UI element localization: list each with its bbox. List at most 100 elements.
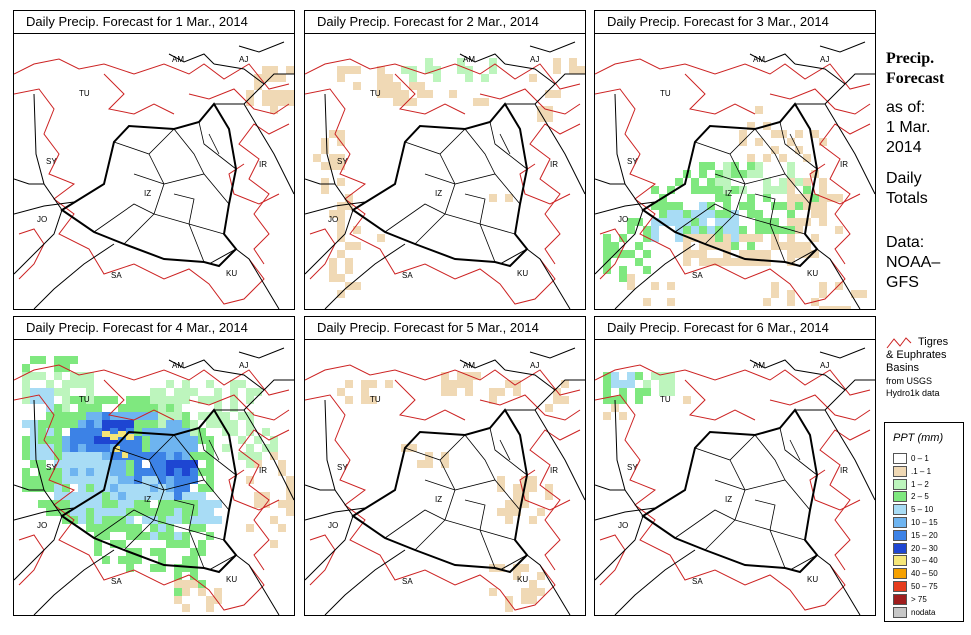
country-border bbox=[208, 554, 237, 571]
precip-cell bbox=[667, 388, 675, 396]
precip-cell bbox=[30, 460, 38, 468]
precip-cell bbox=[134, 468, 142, 476]
forecast-panel-6: Daily Precip. Forecast for 6 Mar., 2014 … bbox=[594, 316, 876, 616]
precip-cell bbox=[723, 202, 731, 210]
precip-cell bbox=[537, 572, 545, 580]
precip-cell bbox=[38, 468, 46, 476]
panel-title: Daily Precip. Forecast for 1 Mar., 2014 bbox=[14, 11, 294, 34]
precip-cell bbox=[118, 556, 126, 564]
precip-cell bbox=[70, 492, 78, 500]
precip-cell bbox=[715, 194, 723, 202]
precip-cell bbox=[529, 588, 537, 596]
precip-layer bbox=[22, 356, 294, 612]
precip-cell bbox=[779, 226, 787, 234]
precip-cell bbox=[747, 242, 755, 250]
precip-cell bbox=[627, 372, 635, 380]
province-border bbox=[198, 427, 237, 476]
precip-cell bbox=[441, 460, 449, 468]
precip-cell bbox=[102, 532, 110, 540]
precip-cell bbox=[747, 250, 755, 258]
precip-cell bbox=[465, 380, 473, 388]
precip-cell bbox=[337, 290, 345, 298]
precip-cell bbox=[385, 380, 393, 388]
basin-boundary bbox=[228, 163, 280, 205]
basin-boundary bbox=[188, 88, 290, 115]
precip-cell bbox=[126, 492, 134, 500]
precip-cell bbox=[771, 234, 779, 242]
province-border bbox=[489, 427, 528, 476]
country-border bbox=[324, 549, 406, 615]
precip-cell bbox=[22, 380, 30, 388]
basin-boundary bbox=[819, 429, 871, 571]
precip-cell bbox=[230, 404, 238, 412]
precip-cell bbox=[321, 178, 329, 186]
precip-cell bbox=[166, 428, 174, 436]
precip-cell bbox=[110, 428, 118, 436]
precip-cell bbox=[449, 380, 457, 388]
precip-cell bbox=[755, 170, 763, 178]
basin-boundary bbox=[14, 364, 290, 396]
precip-cell bbox=[86, 388, 94, 396]
precip-cell bbox=[110, 524, 118, 532]
country-label: IZ bbox=[435, 495, 442, 504]
precip-cell bbox=[329, 266, 337, 274]
ppt-legend-label: 5 – 10 bbox=[911, 505, 934, 515]
country-border bbox=[238, 347, 285, 359]
country-label: KU bbox=[517, 269, 528, 278]
precip-cell bbox=[54, 476, 62, 484]
country-label: SA bbox=[111, 271, 122, 280]
precip-layer bbox=[603, 106, 867, 309]
precip-cell bbox=[755, 210, 763, 218]
precip-cell bbox=[94, 436, 102, 444]
precip-cell bbox=[683, 250, 691, 258]
precip-cell bbox=[46, 468, 54, 476]
precip-cell bbox=[94, 500, 102, 508]
basin-legend-line: Hydro1k data bbox=[886, 388, 940, 398]
province-border bbox=[123, 213, 155, 245]
precip-cell bbox=[110, 540, 118, 548]
precip-cell bbox=[182, 492, 190, 500]
precip-cell bbox=[747, 202, 755, 210]
precip-cell bbox=[158, 404, 166, 412]
precip-cell bbox=[329, 162, 337, 170]
precip-cell bbox=[489, 58, 497, 66]
precip-cell bbox=[22, 452, 30, 460]
precip-cell bbox=[747, 258, 755, 266]
precip-cell bbox=[819, 194, 827, 202]
ppt-legend-label: 50 – 75 bbox=[911, 582, 938, 591]
country-border bbox=[614, 399, 644, 517]
precip-cell bbox=[262, 74, 270, 82]
precip-cell bbox=[731, 242, 739, 250]
precip-cell bbox=[86, 484, 94, 492]
precip-cell bbox=[158, 460, 166, 468]
province-border bbox=[754, 434, 786, 481]
precip-cell bbox=[38, 396, 46, 404]
precip-cell bbox=[771, 186, 779, 194]
country-label: IR bbox=[259, 160, 267, 169]
ppt-legend-swatch bbox=[893, 593, 907, 605]
precip-cell bbox=[214, 588, 222, 596]
ppt-legend-label: > 75 bbox=[911, 594, 927, 604]
precip-cell bbox=[377, 234, 385, 242]
precip-cell bbox=[30, 436, 38, 444]
precip-cell bbox=[158, 476, 166, 484]
precip-cell bbox=[699, 210, 707, 218]
precip-cell bbox=[286, 90, 294, 98]
iraq-border bbox=[60, 408, 238, 574]
province-border bbox=[464, 434, 496, 481]
country-border bbox=[324, 243, 406, 309]
sidebar-title-line: Forecast bbox=[886, 70, 945, 87]
asof-text: as of: 1 Mar. 2014 bbox=[886, 98, 930, 158]
precip-cell bbox=[78, 492, 86, 500]
precip-cell bbox=[150, 436, 158, 444]
precip-cell bbox=[545, 492, 553, 500]
ppt-legend-label: nodata bbox=[911, 607, 936, 617]
precip-map: AM AJ TU SY IR IZ JO SA KU bbox=[14, 41, 294, 309]
precip-cell bbox=[755, 258, 763, 266]
precip-cell bbox=[86, 516, 94, 524]
country-border bbox=[595, 507, 656, 521]
precip-cell bbox=[675, 210, 683, 218]
precip-cell bbox=[78, 452, 86, 460]
country-label: IR bbox=[840, 466, 848, 475]
precip-cell bbox=[619, 234, 627, 242]
